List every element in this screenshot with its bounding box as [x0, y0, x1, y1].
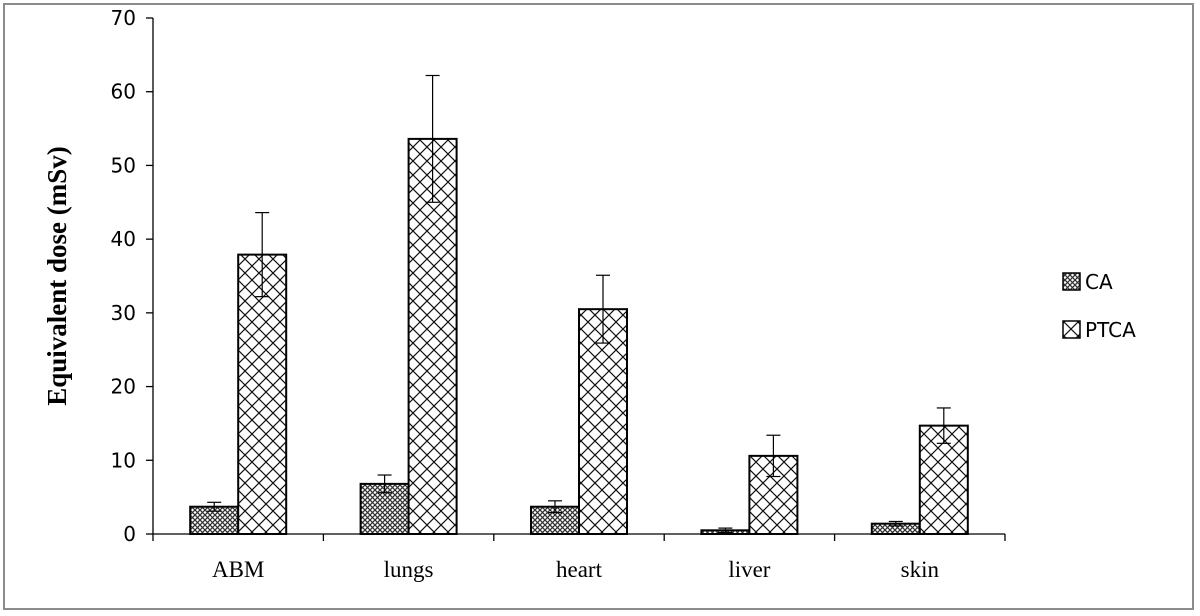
y-tick-label: 20 — [111, 375, 136, 399]
error-bar-ca-abm — [207, 501, 222, 512]
labels: 0 10 20 30 40 50 60 70 ABM lungs heart liver skin Equ… — [42, 6, 939, 582]
y-tick-label: 0 — [123, 522, 136, 546]
error-bar-ptca-abm — [255, 212, 270, 298]
y-tick-label: 50 — [111, 153, 136, 177]
y-tick-label: 60 — [111, 80, 136, 104]
y-axis-title: Equivalent dose (mSv) — [42, 146, 72, 406]
y-tick-label: 40 — [111, 227, 136, 251]
y-tick-label: 30 — [111, 301, 136, 325]
legend: CA PTCA — [1062, 270, 1136, 342]
error-bar-ptca-lungs — [425, 74, 440, 203]
x-category-label: skin — [901, 557, 940, 582]
legend-label-ca: CA — [1085, 270, 1113, 294]
legend-swatch-ca — [1062, 272, 1081, 291]
bar-ptca-heart — [578, 308, 628, 535]
legend-label-ptca: PTCA — [1085, 318, 1136, 342]
error-bar-ca-skin — [888, 520, 903, 527]
error-bar-ptca-skin — [936, 407, 951, 444]
bars — [189, 74, 969, 536]
x-category-label: heart — [556, 557, 603, 582]
x-category-label: liver — [728, 557, 770, 582]
bar-ptca-lungs — [407, 137, 458, 536]
error-bar-ca-liver — [718, 527, 733, 534]
x-category-label: ABM — [212, 557, 264, 582]
error-bar-ca-heart — [548, 500, 562, 514]
x-category-label: lungs — [384, 557, 434, 582]
error-bar-ptca-liver — [766, 434, 781, 478]
bar-ptca-abm — [237, 253, 288, 535]
y-tick-label: 70 — [111, 6, 136, 30]
y-tick-label: 10 — [111, 448, 136, 472]
error-bar-ptca-heart — [596, 274, 610, 344]
error-bar-ca-lungs — [377, 474, 392, 494]
legend-swatch-ptca — [1062, 320, 1081, 339]
